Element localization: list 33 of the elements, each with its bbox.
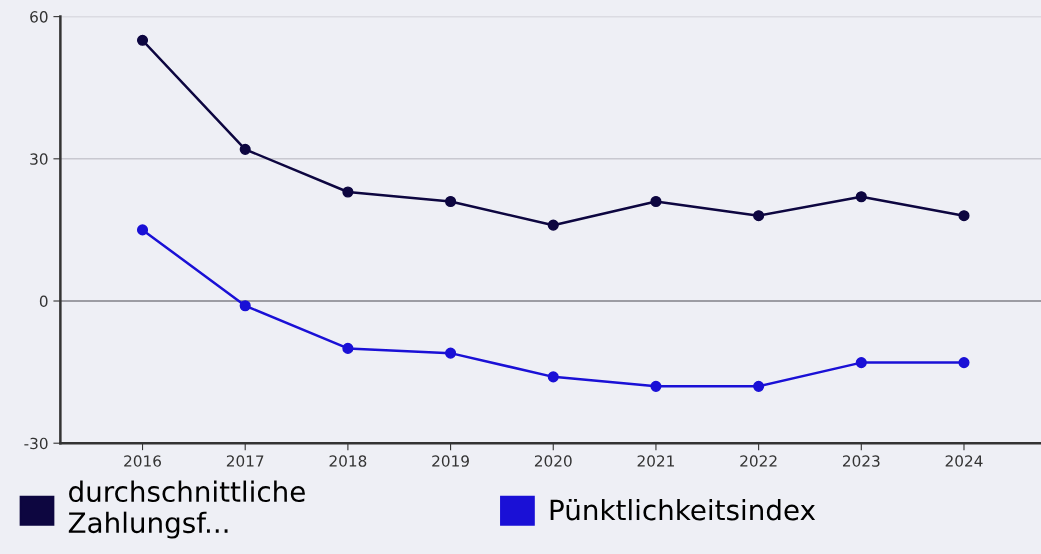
point xyxy=(958,210,970,222)
point xyxy=(855,357,867,369)
x-tick-label: 2023 xyxy=(842,455,880,467)
legend-label: Pünktlichkeitsindex xyxy=(550,498,816,521)
point xyxy=(547,219,559,231)
x-tick-label: 2024 xyxy=(945,455,983,467)
point xyxy=(855,191,867,203)
point xyxy=(239,143,251,155)
y-tick-label: 30 xyxy=(30,153,48,165)
point xyxy=(547,371,559,383)
x-tick-label: 2019 xyxy=(432,455,469,467)
point xyxy=(650,380,662,392)
point xyxy=(445,195,457,208)
point xyxy=(650,195,662,208)
point xyxy=(342,342,354,354)
x-tick-label: 2022 xyxy=(740,455,777,467)
point xyxy=(753,380,765,392)
x-tick-label: 2016 xyxy=(124,455,161,467)
y-tick-label: -30 xyxy=(24,437,48,450)
y-tick-label: 0 xyxy=(39,295,48,308)
point xyxy=(753,210,765,222)
x-tick-label: 2018 xyxy=(329,455,367,467)
x-tick-label: 2017 xyxy=(226,455,264,467)
x-tick-label: 2021 xyxy=(637,455,674,467)
point xyxy=(958,357,970,369)
legend-label: durchschnittliche Zahlungsf... xyxy=(68,480,305,539)
point xyxy=(136,224,149,236)
y-tick-label: 60 xyxy=(30,11,48,23)
x-tick-label: 2020 xyxy=(534,455,572,467)
point xyxy=(342,186,354,198)
point xyxy=(445,347,457,359)
point xyxy=(136,34,149,46)
point xyxy=(239,300,251,312)
